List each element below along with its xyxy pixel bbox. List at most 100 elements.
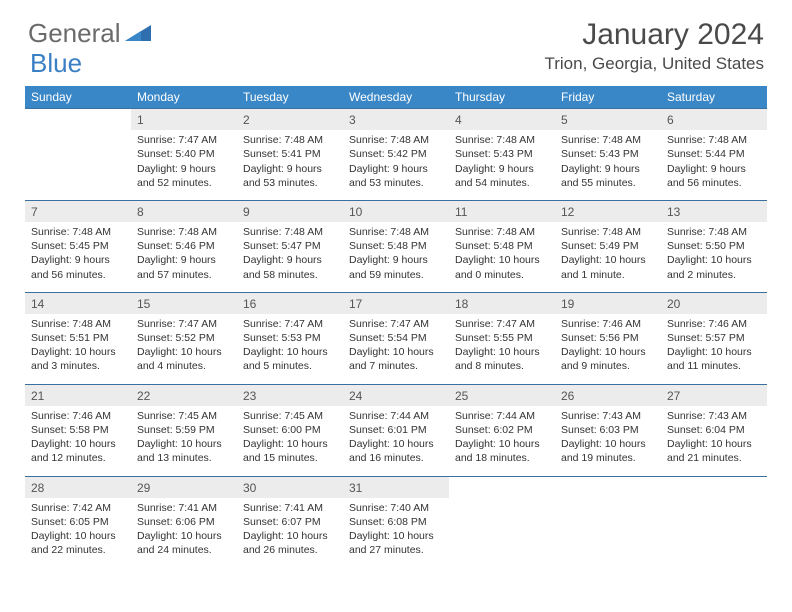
daylight-text-1: Daylight: 10 hours — [137, 529, 231, 543]
day-number-cell: 18 — [449, 292, 555, 314]
daylight-text-1: Daylight: 10 hours — [561, 345, 655, 359]
location-text: Trion, Georgia, United States — [544, 54, 764, 74]
weekday-header: Tuesday — [237, 86, 343, 109]
sunrise-text: Sunrise: 7:42 AM — [31, 501, 125, 515]
daylight-text-1: Daylight: 9 hours — [31, 253, 125, 267]
daylight-text-1: Daylight: 10 hours — [31, 345, 125, 359]
daylight-text-1: Daylight: 9 hours — [349, 162, 443, 176]
sunset-text: Sunset: 5:48 PM — [349, 239, 443, 253]
daylight-text-1: Daylight: 10 hours — [31, 529, 125, 543]
day-info-cell: Sunrise: 7:47 AMSunset: 5:55 PMDaylight:… — [449, 314, 555, 384]
sunset-text: Sunset: 6:07 PM — [243, 515, 337, 529]
day-number-cell: 14 — [25, 292, 131, 314]
daylight-text-1: Daylight: 10 hours — [137, 345, 231, 359]
day-number-row: 14151617181920 — [25, 292, 767, 314]
title-block: January 2024 Trion, Georgia, United Stat… — [544, 18, 764, 74]
day-info-row: Sunrise: 7:48 AMSunset: 5:45 PMDaylight:… — [25, 222, 767, 292]
sunrise-text: Sunrise: 7:48 AM — [455, 133, 549, 147]
sunset-text: Sunset: 6:08 PM — [349, 515, 443, 529]
day-info-cell: Sunrise: 7:42 AMSunset: 6:05 PMDaylight:… — [25, 498, 131, 568]
day-info-cell — [25, 130, 131, 200]
daylight-text-2: and 0 minutes. — [455, 268, 549, 282]
sunrise-text: Sunrise: 7:48 AM — [31, 317, 125, 331]
sunrise-text: Sunrise: 7:41 AM — [243, 501, 337, 515]
day-info-cell: Sunrise: 7:48 AMSunset: 5:51 PMDaylight:… — [25, 314, 131, 384]
daylight-text-2: and 56 minutes. — [667, 176, 761, 190]
daylight-text-2: and 11 minutes. — [667, 359, 761, 373]
sunrise-text: Sunrise: 7:46 AM — [667, 317, 761, 331]
daylight-text-2: and 53 minutes. — [243, 176, 337, 190]
sunset-text: Sunset: 5:43 PM — [561, 147, 655, 161]
daylight-text-1: Daylight: 10 hours — [561, 437, 655, 451]
sunset-text: Sunset: 5:43 PM — [455, 147, 549, 161]
sunrise-text: Sunrise: 7:41 AM — [137, 501, 231, 515]
sunset-text: Sunset: 6:06 PM — [137, 515, 231, 529]
day-number-cell: 11 — [449, 200, 555, 222]
daylight-text-1: Daylight: 10 hours — [667, 253, 761, 267]
sunrise-text: Sunrise: 7:43 AM — [667, 409, 761, 423]
logo-subtext-wrap: Blue — [30, 48, 82, 79]
sunset-text: Sunset: 5:50 PM — [667, 239, 761, 253]
sunset-text: Sunset: 5:41 PM — [243, 147, 337, 161]
daylight-text-2: and 52 minutes. — [137, 176, 231, 190]
sunset-text: Sunset: 5:40 PM — [137, 147, 231, 161]
sunrise-text: Sunrise: 7:48 AM — [455, 225, 549, 239]
daylight-text-2: and 21 minutes. — [667, 451, 761, 465]
day-number-row: 28293031 — [25, 476, 767, 498]
daylight-text-1: Daylight: 9 hours — [455, 162, 549, 176]
day-info-cell: Sunrise: 7:46 AMSunset: 5:56 PMDaylight:… — [555, 314, 661, 384]
day-info-cell: Sunrise: 7:48 AMSunset: 5:43 PMDaylight:… — [449, 130, 555, 200]
sunset-text: Sunset: 5:46 PM — [137, 239, 231, 253]
daylight-text-1: Daylight: 10 hours — [349, 529, 443, 543]
daylight-text-2: and 27 minutes. — [349, 543, 443, 557]
daylight-text-2: and 19 minutes. — [561, 451, 655, 465]
daylight-text-2: and 24 minutes. — [137, 543, 231, 557]
day-number-cell: 1 — [131, 109, 237, 131]
day-info-cell: Sunrise: 7:47 AMSunset: 5:40 PMDaylight:… — [131, 130, 237, 200]
day-info-cell: Sunrise: 7:47 AMSunset: 5:53 PMDaylight:… — [237, 314, 343, 384]
logo-text-blue: Blue — [30, 48, 82, 78]
day-number-row: 21222324252627 — [25, 384, 767, 406]
daylight-text-1: Daylight: 10 hours — [243, 437, 337, 451]
sunrise-text: Sunrise: 7:48 AM — [243, 133, 337, 147]
sunrise-text: Sunrise: 7:48 AM — [561, 133, 655, 147]
daylight-text-1: Daylight: 9 hours — [349, 253, 443, 267]
sunset-text: Sunset: 5:54 PM — [349, 331, 443, 345]
day-info-cell: Sunrise: 7:48 AMSunset: 5:44 PMDaylight:… — [661, 130, 767, 200]
day-number-cell: 19 — [555, 292, 661, 314]
day-number-cell: 3 — [343, 109, 449, 131]
daylight-text-2: and 13 minutes. — [137, 451, 231, 465]
logo: General — [28, 18, 153, 49]
calendar-table: Sunday Monday Tuesday Wednesday Thursday… — [25, 86, 767, 567]
day-info-row: Sunrise: 7:42 AMSunset: 6:05 PMDaylight:… — [25, 498, 767, 568]
daylight-text-2: and 18 minutes. — [455, 451, 549, 465]
sunset-text: Sunset: 6:01 PM — [349, 423, 443, 437]
sunrise-text: Sunrise: 7:43 AM — [561, 409, 655, 423]
day-number-cell: 21 — [25, 384, 131, 406]
sunset-text: Sunset: 6:02 PM — [455, 423, 549, 437]
day-info-cell: Sunrise: 7:41 AMSunset: 6:07 PMDaylight:… — [237, 498, 343, 568]
day-info-cell: Sunrise: 7:44 AMSunset: 6:01 PMDaylight:… — [343, 406, 449, 476]
daylight-text-2: and 7 minutes. — [349, 359, 443, 373]
sunrise-text: Sunrise: 7:44 AM — [455, 409, 549, 423]
daylight-text-2: and 53 minutes. — [349, 176, 443, 190]
sunrise-text: Sunrise: 7:48 AM — [561, 225, 655, 239]
sunset-text: Sunset: 5:57 PM — [667, 331, 761, 345]
day-number-cell: 13 — [661, 200, 767, 222]
sunset-text: Sunset: 6:00 PM — [243, 423, 337, 437]
sunrise-text: Sunrise: 7:47 AM — [455, 317, 549, 331]
day-number-cell: 29 — [131, 476, 237, 498]
logo-triangle-icon — [125, 21, 151, 46]
day-info-cell — [555, 498, 661, 568]
sunset-text: Sunset: 6:04 PM — [667, 423, 761, 437]
sunset-text: Sunset: 5:52 PM — [137, 331, 231, 345]
day-number-cell: 6 — [661, 109, 767, 131]
sunset-text: Sunset: 5:55 PM — [455, 331, 549, 345]
sunrise-text: Sunrise: 7:46 AM — [561, 317, 655, 331]
daylight-text-2: and 26 minutes. — [243, 543, 337, 557]
sunset-text: Sunset: 6:05 PM — [31, 515, 125, 529]
daylight-text-2: and 3 minutes. — [31, 359, 125, 373]
day-number-cell: 28 — [25, 476, 131, 498]
daylight-text-2: and 2 minutes. — [667, 268, 761, 282]
daylight-text-2: and 12 minutes. — [31, 451, 125, 465]
